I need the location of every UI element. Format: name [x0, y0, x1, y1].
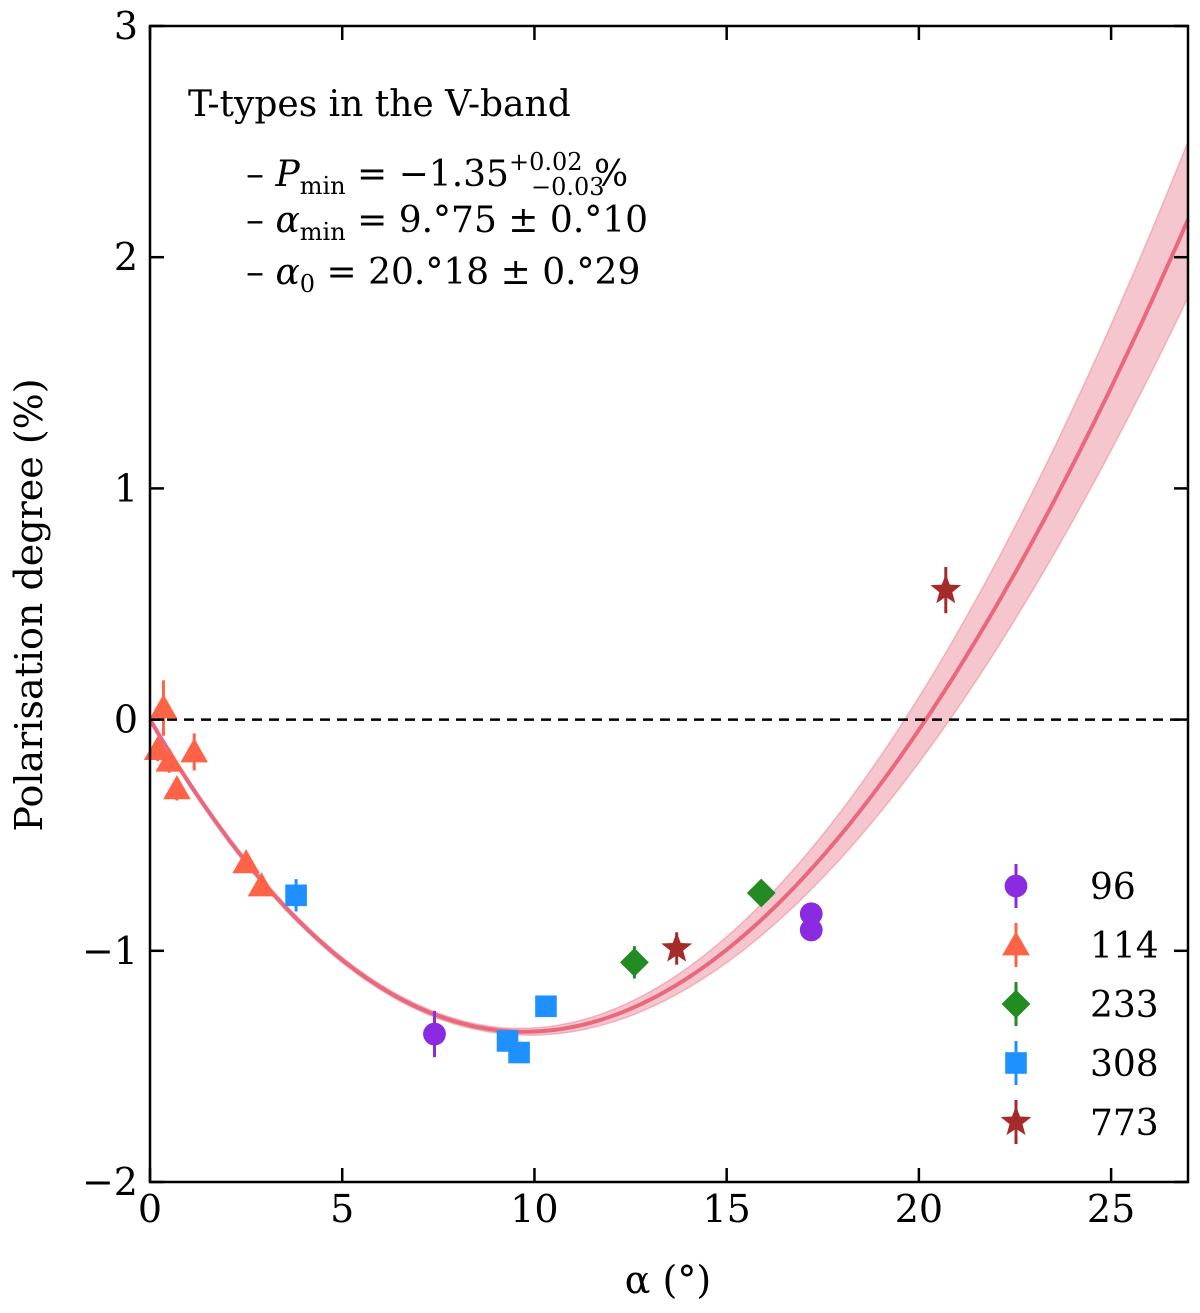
- fit-curve-layer: [148, 218, 1190, 1034]
- x-tick-label: 0: [138, 1187, 162, 1231]
- x-tick-label: 15: [702, 1187, 750, 1231]
- x-tick-label: 5: [330, 1187, 354, 1231]
- x-axis-title: α (°): [625, 1258, 711, 1302]
- data-point-96-0: [423, 1022, 446, 1046]
- legend-label-773: 773: [1090, 1103, 1159, 1144]
- data-point-114-4: [180, 738, 209, 763]
- fit-curve: [148, 218, 1190, 1034]
- data-point-114-2: [155, 747, 184, 772]
- annotation-alpha-min: – αmin = 9.°75 ± 0.°10: [246, 200, 648, 246]
- data-point-773-1: [930, 573, 962, 604]
- series-773: [661, 567, 962, 965]
- legend-marker-96: [1004, 874, 1028, 898]
- annotation-alpha-min-sub: min: [300, 218, 346, 246]
- data-point-96-2: [799, 918, 823, 942]
- annotation-alpha-zero: – α0 = 20.°18 ± 0.°29: [246, 252, 640, 298]
- annotation-alpha-min-symbol: α: [275, 200, 299, 241]
- data-point-233-0: [620, 947, 649, 977]
- legend-marker-308: [1005, 1052, 1027, 1074]
- legend-item-233: 233: [1001, 982, 1159, 1026]
- data-point-308-2: [508, 1041, 530, 1064]
- series-233: [620, 878, 776, 979]
- y-tick-label: 0: [114, 698, 138, 742]
- legend-label-96: 96: [1090, 867, 1136, 908]
- legend-item-773: 773: [1000, 1100, 1159, 1144]
- annotation-pmin-sup: +0.02: [509, 148, 583, 176]
- y-axis-title: Polarisation degree (%): [7, 378, 51, 831]
- legend-marker-773: [1000, 1105, 1032, 1136]
- data-point-308-3: [535, 995, 557, 1018]
- legend-label-233: 233: [1090, 985, 1159, 1026]
- legend-item-96: 96: [1004, 864, 1136, 908]
- annotation-pmin-prefix: –: [246, 154, 275, 195]
- y-tick-label: 3: [114, 4, 138, 48]
- data-point-308-0: [285, 884, 307, 907]
- annotation-alpha-zero-prefix: –: [246, 252, 275, 293]
- data-point-233-1: [746, 878, 776, 908]
- x-tick-label: 25: [1087, 1187, 1135, 1231]
- data-point-773-0: [661, 932, 693, 962]
- legend-marker-233: [1001, 989, 1031, 1019]
- annotation-pmin: – Pmin = −1.35+0.02 %: [246, 148, 628, 200]
- legend-item-114: 114: [1002, 923, 1159, 967]
- annotation-pmin-suffix: %: [583, 154, 629, 195]
- annotation-title: T-types in the V-band: [188, 84, 571, 125]
- data-point-96-1: [799, 902, 823, 926]
- annotation-pmin-symbol: P: [274, 154, 300, 195]
- series-308: [285, 879, 557, 1064]
- data-point-114-5: [232, 849, 260, 874]
- annotation-alpha-zero-value: = 20.°18 ± 0.°29: [315, 252, 640, 293]
- y-tick-label: −2: [82, 1160, 138, 1204]
- fit-annotation: T-types in the V-band – Pmin = −1.35+0.0…: [188, 84, 648, 298]
- legend: 96 114 233 308 773: [1000, 864, 1159, 1144]
- annotation-pmin-lower: −0.03: [531, 173, 605, 201]
- series-114: [143, 680, 276, 897]
- annotation-alpha-zero-symbol: α: [275, 252, 299, 293]
- legend-marker-114: [1002, 931, 1030, 956]
- legend-label-114: 114: [1090, 926, 1159, 967]
- data-point-114-1: [149, 694, 178, 719]
- annotation-alpha-min-prefix: –: [246, 200, 275, 241]
- legend-label-308: 308: [1090, 1044, 1159, 1085]
- y-tick-label: −1: [82, 929, 138, 973]
- series-96: [423, 902, 823, 1058]
- annotation-alpha-min-value: = 9.°75 ± 0.°10: [346, 200, 648, 241]
- data-point-114-6: [247, 872, 276, 897]
- axes: 0 5 10 15 20 25 −2 −1 0 1 2 3: [82, 4, 1190, 1231]
- data-point-114-3: [163, 775, 191, 800]
- annotation-pmin-sub: min: [300, 172, 346, 200]
- y-tick-label: 2: [114, 235, 138, 279]
- x-tick-label: 20: [895, 1187, 943, 1231]
- legend-item-308: 308: [1005, 1041, 1159, 1085]
- plot-frame: [148, 24, 1190, 1184]
- x-tick-label: 10: [510, 1187, 558, 1231]
- y-tick-label: 1: [114, 466, 138, 510]
- annotation-alpha-zero-sub: 0: [300, 270, 315, 298]
- annotation-pmin-value: = −1.35: [346, 154, 509, 195]
